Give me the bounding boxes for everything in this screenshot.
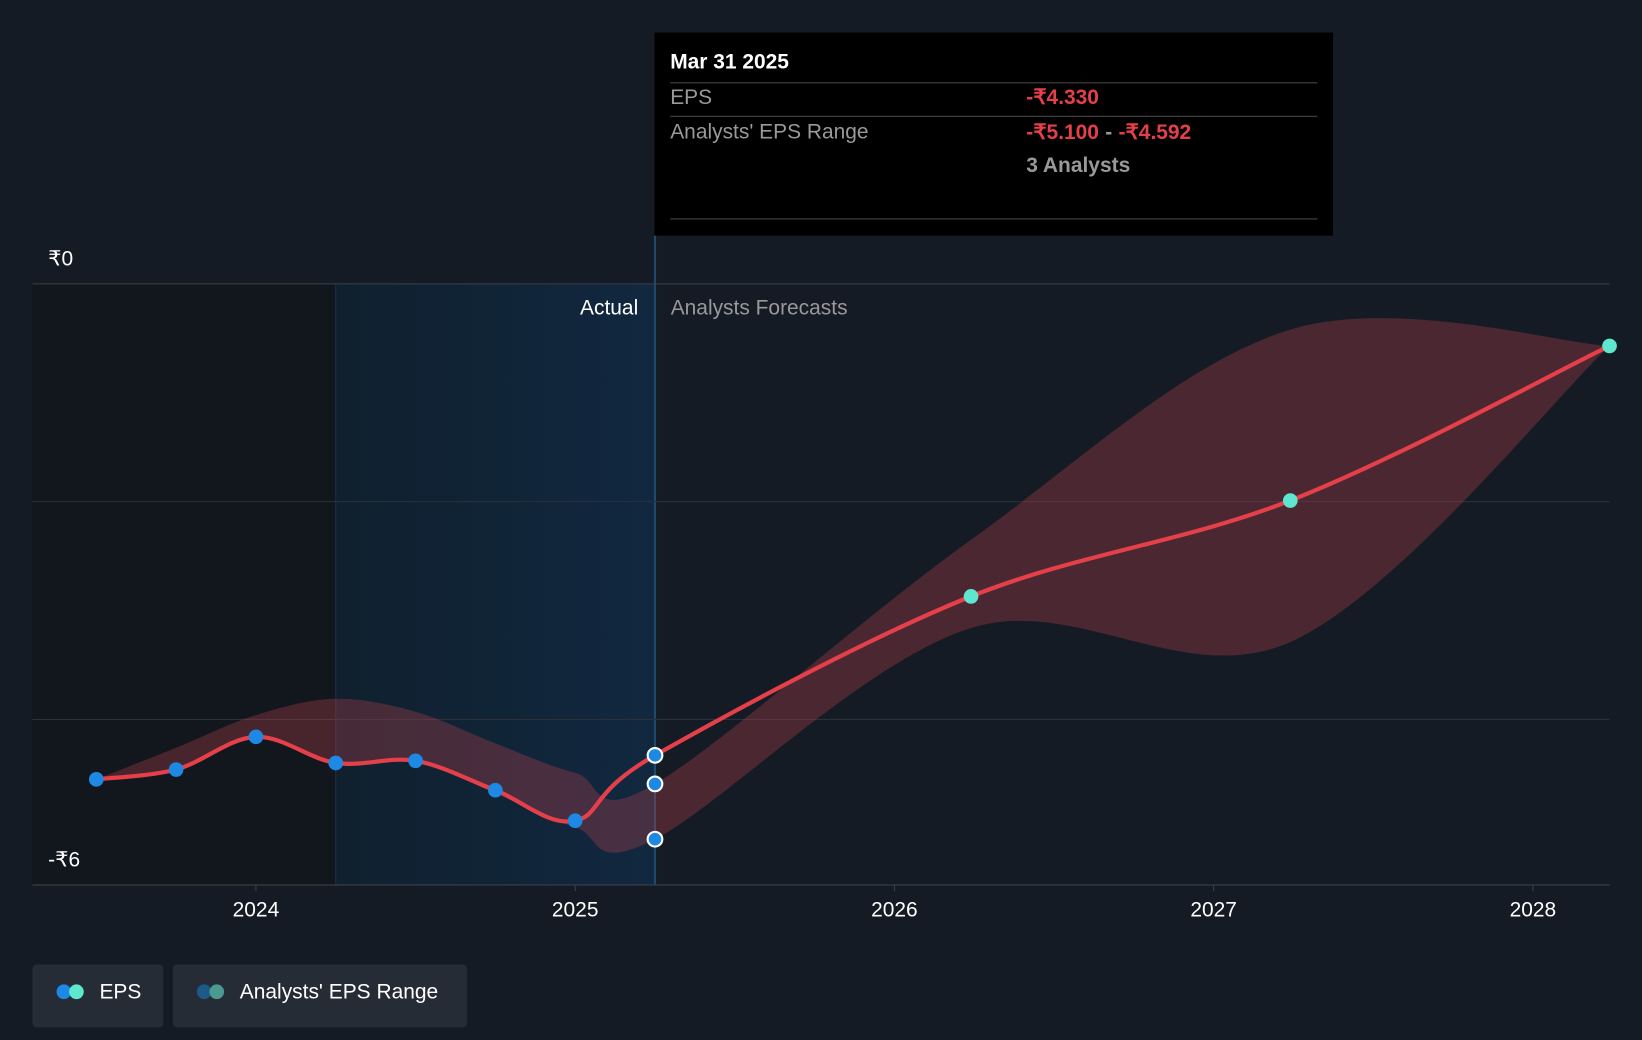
- eps-point: [1282, 493, 1298, 508]
- x-tick-label: 2028: [1510, 899, 1557, 922]
- range-low: -₹5.100: [1026, 121, 1099, 144]
- eps-point: [328, 755, 344, 771]
- legend-swatch: [69, 984, 84, 1000]
- eps-point: [567, 813, 583, 829]
- range-point: [646, 830, 664, 848]
- eps-point: [248, 729, 264, 745]
- y-tick-label: -₹6: [48, 848, 80, 871]
- tooltip-value: -₹5.100- -₹4.592: [1026, 121, 1191, 144]
- eps-point: [168, 762, 184, 777]
- legend-swatch: [56, 984, 72, 1000]
- tooltip-analysts: 3 Analysts: [1026, 154, 1130, 177]
- tooltip-value: -₹4.330: [1026, 86, 1099, 109]
- range-band: [96, 318, 1610, 853]
- legend-item[interactable]: [172, 964, 468, 1028]
- x-tick-label: 2025: [552, 899, 599, 922]
- tooltip-box: [654, 32, 1334, 236]
- x-tick-label: 2026: [871, 899, 918, 922]
- eps-point: [963, 589, 979, 604]
- x-tick-label: 2027: [1190, 899, 1237, 922]
- plot: Actual Analysts Forecasts ₹0 -₹6 2024 2025 202…: [32, 235, 1617, 922]
- tooltip: Mar 31 2025 EPS -₹4.330 Analysts' EPS Ra…: [654, 32, 1334, 236]
- past-region: [32, 283, 336, 885]
- range-point: [646, 775, 664, 793]
- eps-point: [408, 753, 423, 769]
- eps-point: [1602, 338, 1617, 354]
- tooltip-date: Mar 31 2025: [670, 50, 789, 73]
- legend-item[interactable]: [32, 964, 164, 1028]
- x-tick-label: 2024: [233, 899, 280, 922]
- y-tick-label: ₹0: [48, 247, 73, 270]
- legend-label: EPS: [99, 980, 141, 1003]
- eps-point: [646, 746, 664, 764]
- legend-swatch: [196, 984, 212, 1000]
- region-label: Actual: [580, 297, 638, 320]
- legend-label: Analysts' EPS Range: [240, 980, 438, 1003]
- region-label: Analysts Forecasts: [671, 297, 848, 320]
- separator: -: [1105, 121, 1112, 144]
- legend: EPS Analysts' EPS Range: [32, 964, 468, 1028]
- range-high: -₹4.592: [1119, 121, 1192, 144]
- legend-swatch: [209, 984, 225, 1000]
- tooltip-label: EPS: [670, 86, 712, 109]
- eps-point: [88, 771, 104, 787]
- eps-point: [488, 782, 503, 798]
- tooltip-label: Analysts' EPS Range: [670, 121, 868, 144]
